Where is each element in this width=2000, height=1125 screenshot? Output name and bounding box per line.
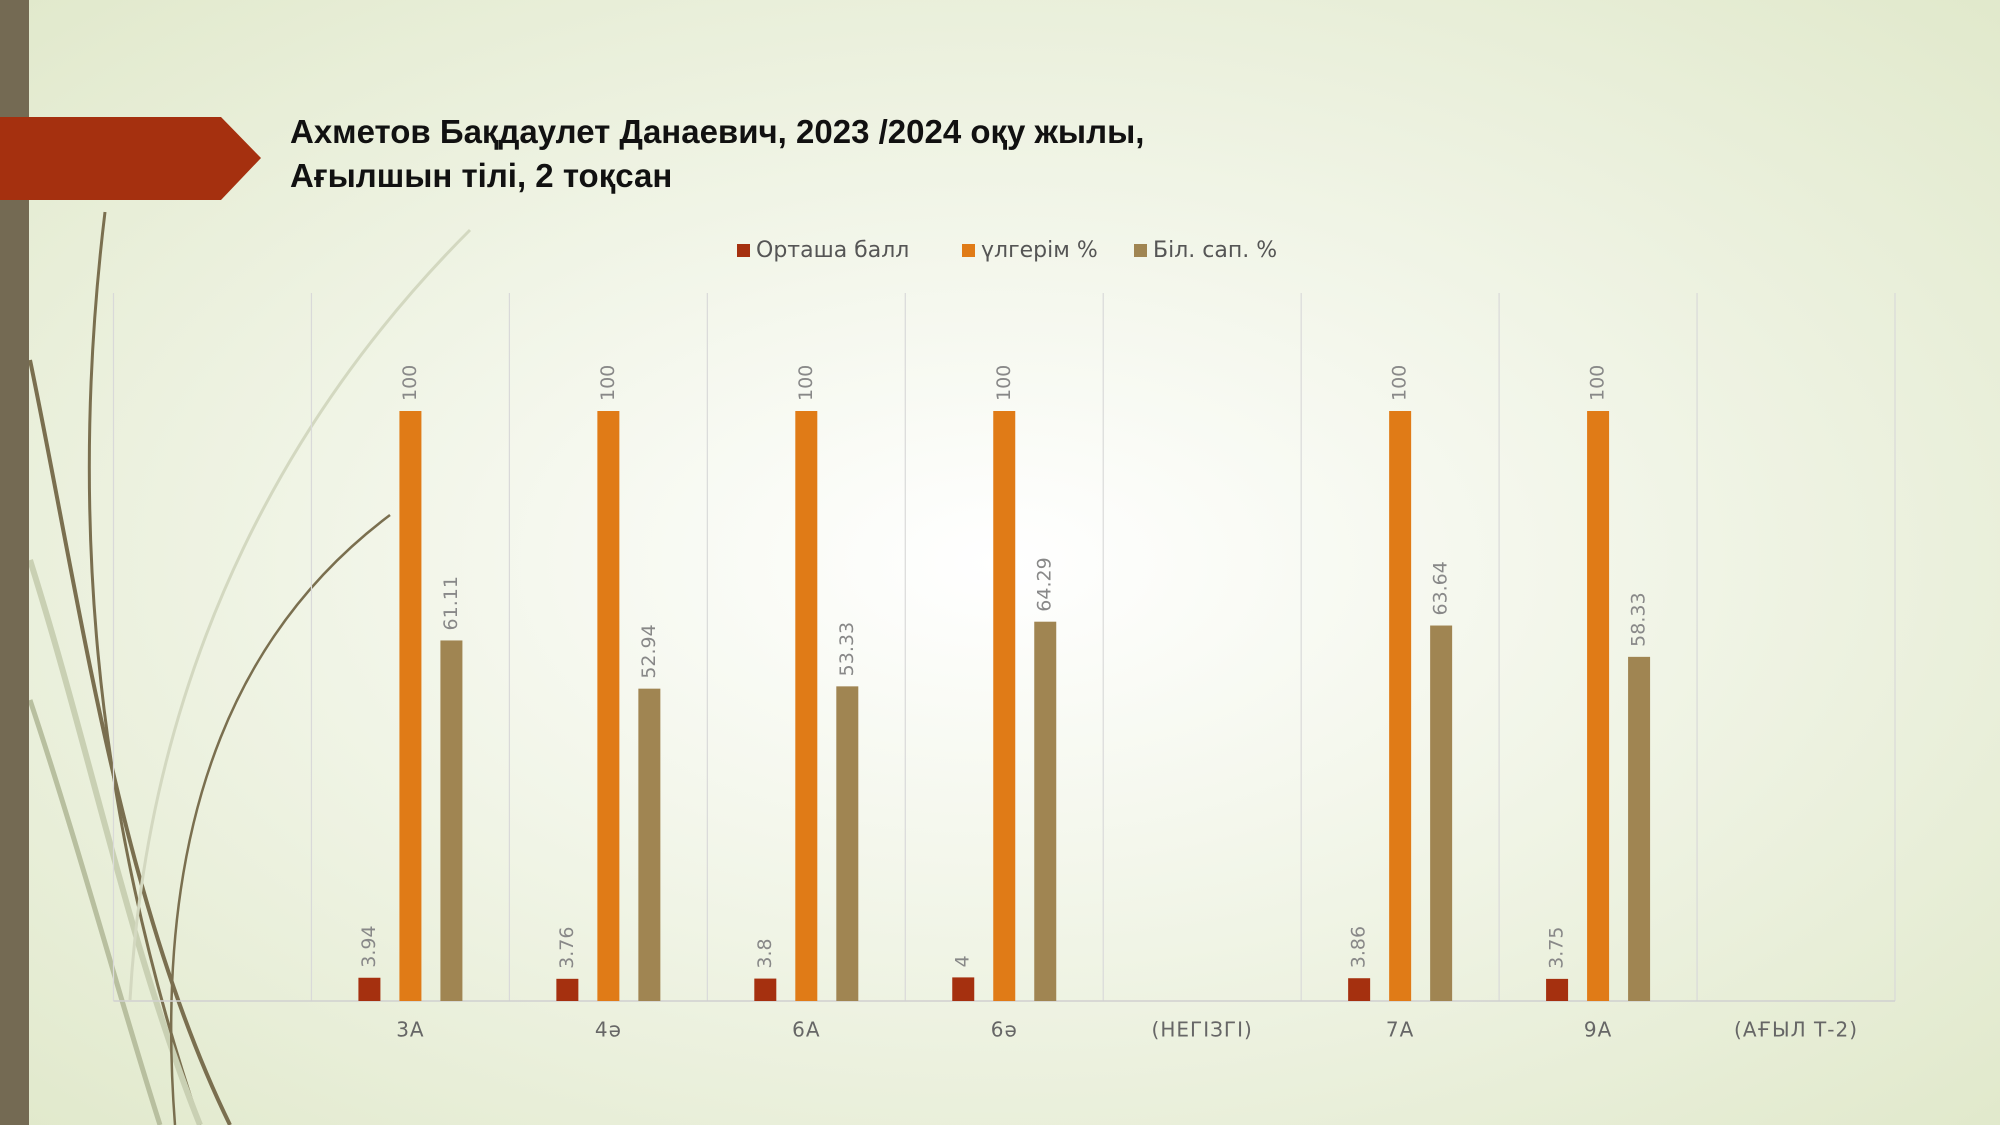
bar: [836, 686, 859, 1001]
data-label: 100: [795, 365, 817, 401]
bar: [638, 688, 661, 1001]
legend-label: үлгерім %: [981, 238, 1098, 263]
chart-title: Ахметов Бақдаулет Данаевич, 2023 /2024 о…: [290, 113, 1144, 150]
bar: [1628, 656, 1651, 1001]
bar: [993, 411, 1016, 1001]
data-label: 100: [399, 365, 421, 401]
data-label: 100: [1389, 365, 1411, 401]
bar: [1546, 978, 1569, 1001]
bar: [1587, 411, 1610, 1001]
bar: [795, 411, 818, 1001]
data-label: 100: [1587, 365, 1609, 401]
data-label: 64.29: [1034, 557, 1056, 611]
data-label: 3.75: [1546, 927, 1568, 969]
x-tick-label: (АҒЫЛ Т-2): [1734, 1018, 1858, 1042]
data-label: 3.94: [358, 925, 380, 967]
data-label: 3.8: [754, 938, 776, 968]
data-label: 100: [597, 365, 619, 401]
legend-swatch: [1134, 244, 1147, 257]
bar: [1034, 621, 1057, 1001]
x-tick-label: 7А: [1386, 1018, 1414, 1042]
data-label: 3.86: [1348, 926, 1370, 968]
legend-swatch: [962, 244, 975, 257]
data-label: 4: [952, 955, 974, 967]
bar: [440, 640, 463, 1001]
x-tick-label: 6А: [792, 1018, 820, 1042]
x-tick-label: 3А: [396, 1018, 424, 1042]
bar: [1348, 978, 1371, 1001]
bar: [952, 977, 975, 1001]
data-label: 61.11: [440, 576, 462, 630]
legend-label: Орташа балл: [756, 238, 909, 263]
legend-swatch: [737, 244, 750, 257]
data-label: 52.94: [638, 624, 660, 678]
x-tick-label: (НЕГІЗГІ): [1152, 1018, 1253, 1042]
data-label: 53.33: [836, 622, 858, 676]
x-tick-label: 6ә: [991, 1018, 1018, 1042]
data-label: 100: [993, 365, 1015, 401]
bar: [556, 978, 579, 1001]
bar: [1430, 625, 1453, 1001]
data-label: 63.64: [1430, 561, 1452, 615]
bar: [754, 978, 777, 1001]
legend-label: Біл. сап. %: [1153, 238, 1277, 263]
bar: [399, 411, 422, 1001]
title-arrow: [0, 117, 261, 200]
data-label: 58.33: [1628, 592, 1650, 646]
data-label: 3.76: [556, 927, 578, 969]
bar: [1389, 411, 1412, 1001]
x-tick-label: 4ә: [595, 1018, 622, 1042]
bar: [358, 977, 381, 1001]
decor-curves: [27, 211, 472, 1125]
x-tick-label: 9А: [1584, 1018, 1612, 1042]
chart-title: Ағылшын тілі, 2 тоқсан: [290, 157, 672, 194]
bar: [597, 411, 620, 1001]
